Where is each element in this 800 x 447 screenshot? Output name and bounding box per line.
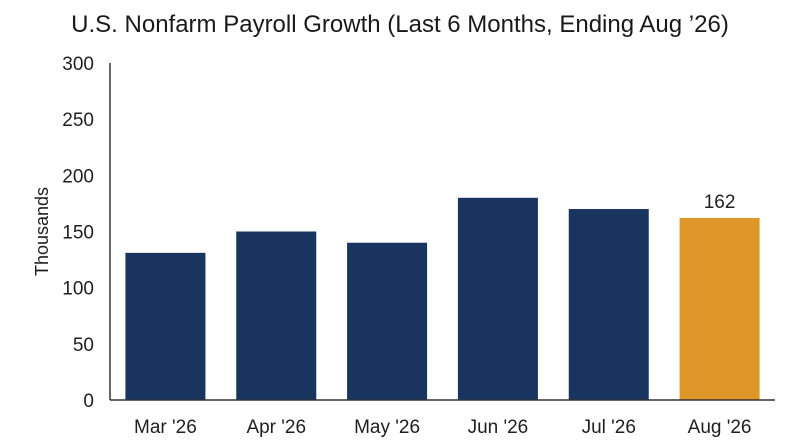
x-tick-label: Apr '26 (246, 417, 306, 438)
chart-title: U.S. Nonfarm Payroll Growth (Last 6 Mont… (71, 11, 729, 38)
bar-may-26 (347, 242, 428, 400)
y-tick-label: 50 (73, 335, 94, 356)
bar-jun-26 (457, 197, 538, 400)
bar-apr-26 (236, 231, 317, 400)
x-axis-ticks: Mar '26 Apr '26 May '26 Jun '26 Jul '26 Aug '… (134, 417, 751, 438)
y-tick-label: 0 (83, 391, 94, 412)
x-tick-label: May '26 (354, 417, 420, 438)
y-tick-label: 150 (62, 223, 94, 244)
data-label: 162 (704, 192, 736, 213)
x-tick-label: Aug '26 (688, 417, 752, 438)
x-tick-label: Jun '26 (468, 417, 529, 438)
bar-mar-26 (125, 252, 206, 400)
y-tick-label: 200 (62, 166, 94, 187)
data-labels: 162 (704, 192, 736, 213)
x-tick-label: Mar '26 (134, 417, 197, 438)
bar-jul-26 (568, 209, 649, 400)
y-tick-label: 100 (62, 279, 94, 300)
bar-aug-26 (679, 218, 760, 400)
y-tick-label: 250 (62, 110, 94, 131)
y-tick-label: 300 (62, 54, 94, 75)
bars (125, 197, 760, 400)
y-axis-title: Thousands (32, 187, 52, 276)
y-axis-ticks: 0 50 100 150 200 250 300 (62, 54, 94, 412)
x-tick-label: Jul '26 (582, 417, 636, 438)
